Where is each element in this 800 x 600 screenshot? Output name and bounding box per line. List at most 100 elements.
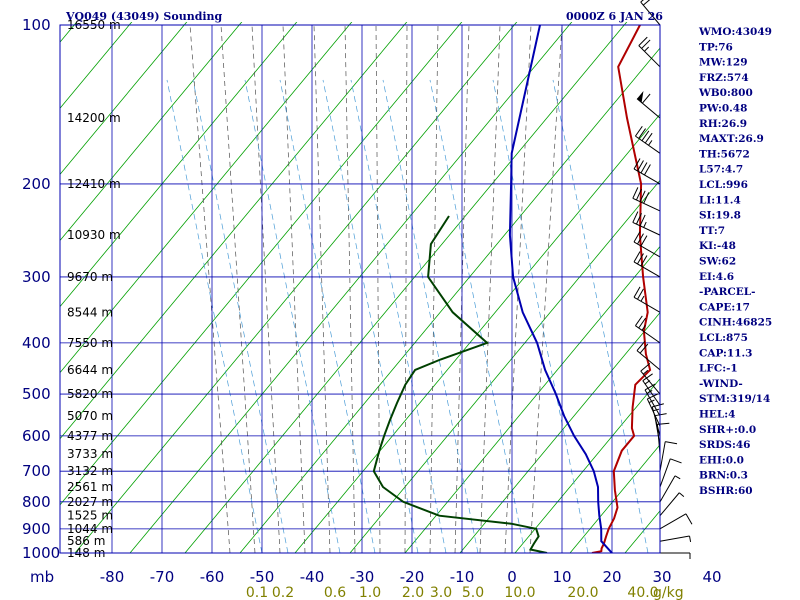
wind-barb-half-flag: [653, 408, 660, 412]
wind-barb-flag: [670, 458, 682, 464]
wind-barb-flag: [637, 233, 644, 245]
stability-indices-panel: WMO:43049 TP:76 MW:129 FRZ:574 WB0:800 PW:0.4…: [698, 26, 772, 497]
mixing-ratio-line: [492, 79, 589, 553]
wind-barb-flag: [637, 253, 644, 265]
wind-barb: [636, 341, 661, 371]
wind-barb-shaft: [659, 513, 687, 530]
wind-barb-half-flag: [674, 475, 681, 480]
wind-barb-flag: [652, 403, 664, 408]
stability-index: RH:26.9: [699, 118, 747, 130]
wind-barb-shaft: [633, 296, 661, 313]
wind-barb: [659, 475, 681, 503]
wind-barb-shaft: [636, 350, 661, 371]
stability-index: KI:-48: [699, 240, 736, 252]
height-label: 8544 m: [67, 305, 113, 319]
height-label: 9670 m: [67, 270, 113, 284]
wind-barb-flag: [641, 39, 651, 49]
moist-adiabat-line: [282, 24, 306, 553]
dry-adiabat-line: [294, 113, 660, 553]
dry-adiabat-line: [790, 0, 800, 553]
wind-barb: [642, 373, 661, 406]
mixing-ratio-tick-label: 10.0: [504, 585, 535, 600]
height-label: 14200 m: [67, 111, 121, 125]
stability-index: TH:5672: [699, 148, 750, 160]
wind-barb: [632, 211, 661, 236]
chart-grid: [60, 0, 800, 553]
wind-barb-flag: [637, 288, 644, 300]
moist-adiabat-line: [189, 24, 231, 553]
stability-index: HEL:4: [699, 409, 736, 421]
parcel-profile-line: [508, 24, 613, 553]
wind-barb-shaft: [633, 168, 661, 185]
dry-adiabat-line: [60, 22, 408, 440]
wind-barb-flag: [641, 93, 651, 104]
wind-barb-flag: [654, 413, 667, 417]
mixing-ratio-line: [244, 79, 341, 553]
wind-barb-flag: [633, 158, 641, 170]
height-label: 12410 m: [67, 177, 121, 191]
mixing-ratio-line: [429, 79, 526, 553]
wind-barb-flag: [635, 315, 643, 326]
wind-barb-half-flag: [689, 535, 692, 543]
stability-index: WMO:43049: [698, 26, 772, 38]
dry-adiabat-line: [569, 444, 660, 553]
stability-index: LCL:875: [699, 332, 748, 344]
temperature-tick-label: -10: [450, 568, 475, 586]
moist-adiabat-line: [404, 24, 408, 553]
stability-index: EI:4.6: [699, 271, 734, 283]
wind-barb-flag: [642, 0, 651, 6]
height-label: 3733 m: [67, 447, 113, 461]
wind-barb-flag: [638, 317, 646, 329]
stability-index: MW:129: [699, 57, 748, 69]
moist-adiabat-line: [529, 24, 563, 553]
dry-adiabat-line: [60, 22, 353, 374]
wind-barb-shaft: [659, 535, 690, 542]
temperature-tick-label: -70: [150, 568, 175, 586]
wind-barb-shaft: [659, 492, 680, 517]
mixing-ratio-tick-label: 5.0: [462, 585, 484, 600]
wind-barb: [659, 441, 678, 472]
mixing-ratio-tick-label: 3.0: [430, 585, 452, 600]
stability-index: STM:319/14: [699, 393, 770, 405]
wind-barb: [659, 492, 685, 517]
dry-adiabat-line: [60, 22, 133, 109]
height-label: 2561 m: [67, 480, 113, 494]
wind-barb-flag: [657, 422, 670, 425]
dry-adiabat-line: [60, 22, 188, 175]
wind-barbs: [632, 0, 693, 559]
wind-barb: [660, 552, 691, 559]
wind-barb-flag: [640, 362, 651, 372]
wind-barb-half-flag: [648, 140, 653, 146]
wind-barb-flag: [632, 187, 639, 199]
wind-barb-flag: [640, 0, 644, 3]
wind-barb-shaft: [644, 389, 661, 417]
moist-adiabat-line: [429, 24, 439, 553]
observation-time: 0000Z 6 JAN 26: [566, 10, 663, 23]
moist-adiabat-line: [313, 24, 331, 553]
wind-barb: [633, 251, 661, 278]
wind-barb-shaft: [633, 261, 661, 278]
stability-index: FRZ:574: [699, 72, 749, 84]
dewpoint-profile-line: [372, 215, 548, 553]
mixing-ratio-line: [192, 79, 289, 553]
temperature-tick-label: 40: [702, 568, 721, 586]
wind-barb: [659, 458, 682, 488]
wind-barb-flag: [639, 214, 646, 227]
temperature-tick-label: 10: [552, 568, 571, 586]
stability-index: TP:76: [699, 41, 733, 53]
temperature-tick-label: -60: [200, 568, 225, 586]
moist-adiabat-line: [375, 24, 381, 553]
wind-barb-pennant: [637, 91, 644, 103]
moist-adiabat-line: [454, 24, 470, 553]
temperature-tick-label: 30: [652, 568, 671, 586]
dry-adiabat-line: [349, 179, 660, 553]
mixing-ratio-unit-label: g/kg: [653, 585, 684, 600]
pressure-tick-label: 1000: [22, 544, 60, 562]
wind-barb-flag: [647, 393, 659, 400]
wind-barb: [640, 362, 661, 395]
wind-barb-flag: [639, 190, 646, 202]
mixing-ratio-tick-label: 0.1: [246, 585, 268, 600]
stability-index: SHR+:0.0: [699, 424, 756, 436]
mixing-ratio-line: [552, 79, 649, 553]
